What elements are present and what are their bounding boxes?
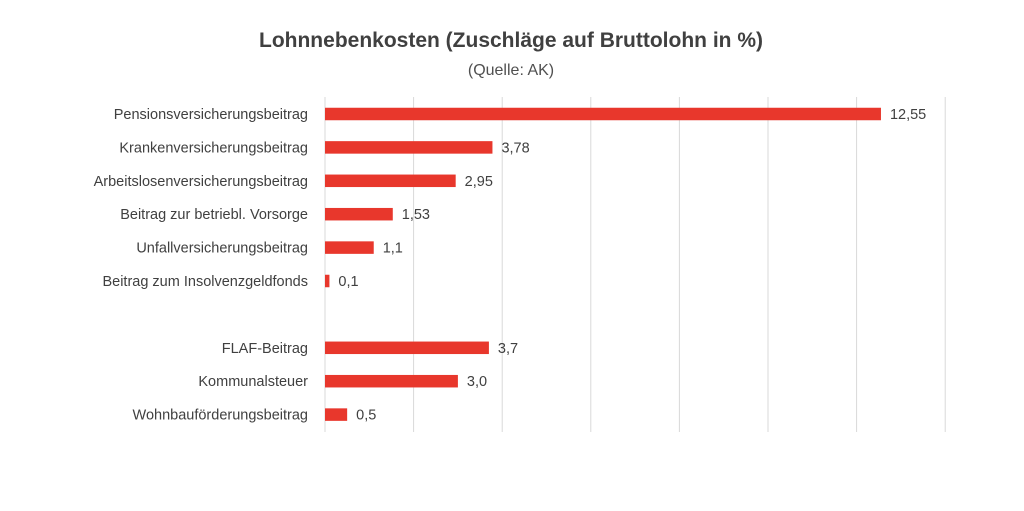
data-label: 3,0 — [467, 374, 487, 390]
chart-title: Lohnnebenkosten (Zuschläge auf Bruttoloh… — [259, 29, 763, 52]
data-label: 1,1 — [383, 241, 403, 257]
bar — [325, 374, 458, 388]
bar — [325, 274, 330, 288]
bar — [325, 107, 881, 121]
category-label: Unfallversicherungsbeitrag — [136, 241, 308, 257]
bar — [325, 341, 489, 355]
category-labels: Pensionsversicherungsbeitrag Krankenversi… — [94, 107, 309, 424]
category-label: Beitrag zum Insolvenzgeldfonds — [102, 274, 308, 290]
category-label: Pensionsversicherungsbeitrag — [114, 107, 308, 123]
data-label: 3,7 — [498, 341, 518, 357]
category-label: Beitrag zur betriebl. Vorsorge — [120, 207, 308, 223]
data-label: 0,5 — [356, 408, 376, 424]
chart-subtitle: (Quelle: AK) — [468, 62, 554, 79]
data-label: 1,53 — [402, 207, 430, 223]
data-labels: 12,55 3,78 2,95 1,53 1,1 0,1 3,7 3,0 0,5 — [338, 107, 926, 424]
category-label: Krankenversicherungsbeitrag — [119, 140, 308, 156]
bar — [325, 141, 493, 154]
bar — [325, 241, 374, 254]
bar — [325, 408, 348, 421]
data-label: 2,95 — [465, 174, 493, 190]
category-label: Arbeitslosenversicherungsbeitrag — [94, 174, 308, 190]
bar — [325, 207, 393, 221]
category-label: Wohnbauförderungsbeitrag — [133, 408, 308, 424]
data-label: 12,55 — [890, 107, 926, 123]
data-label: 0,1 — [338, 274, 358, 290]
category-label: Kommunalsteuer — [198, 374, 308, 390]
data-label: 3,78 — [501, 140, 529, 156]
category-label: FLAF-Beitrag — [222, 341, 308, 357]
bar — [325, 174, 456, 188]
bars — [325, 107, 881, 421]
